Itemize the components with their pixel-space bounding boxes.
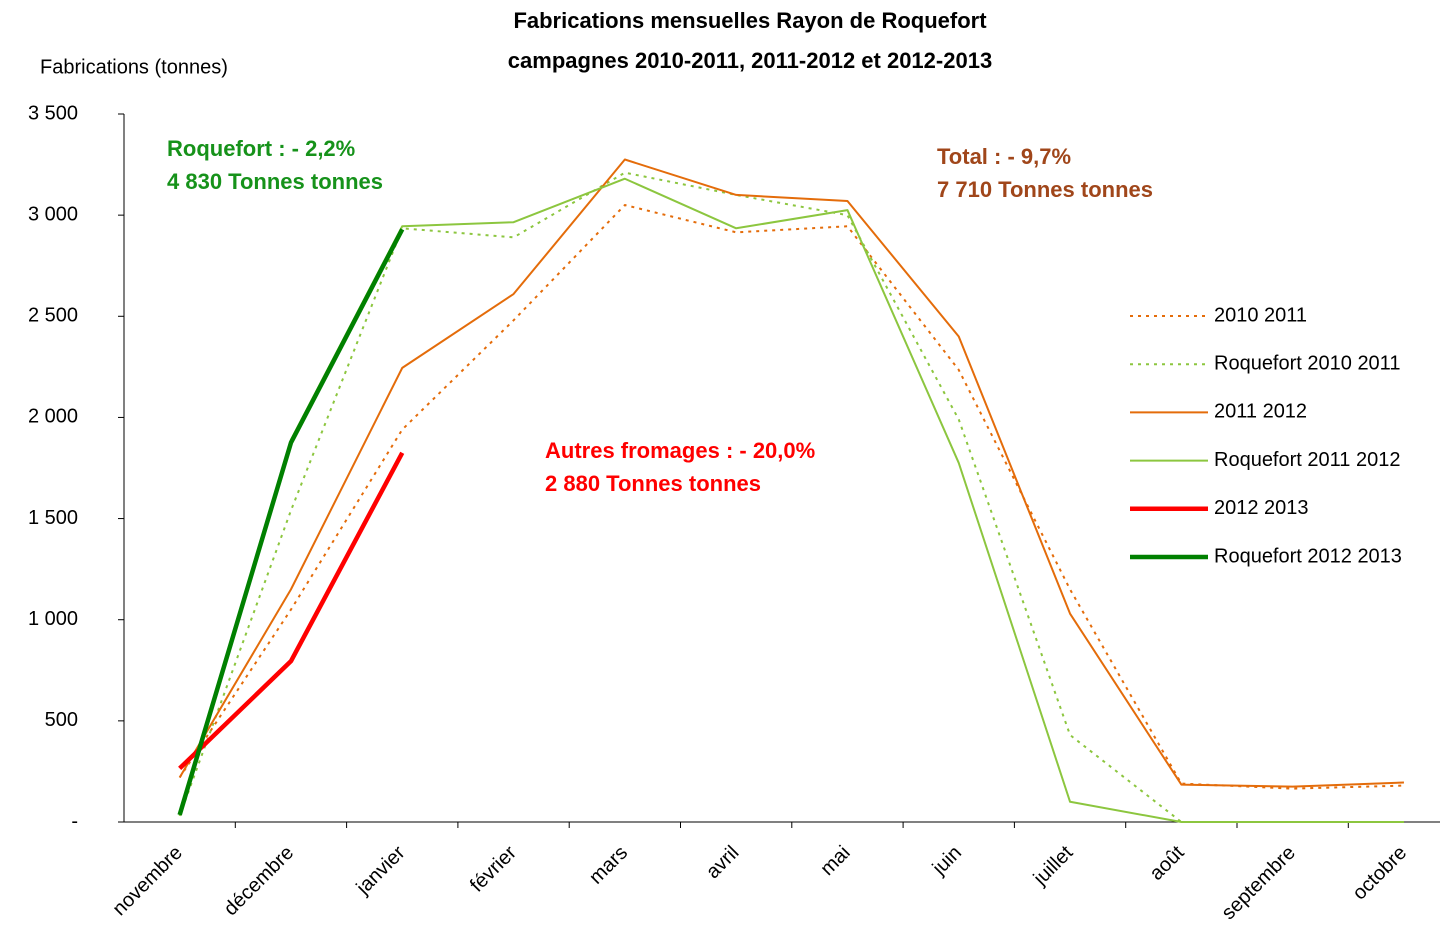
- legend-label: Roquefort 2010 2011: [1214, 352, 1400, 374]
- legend-label: Roquefort 2011 2012: [1214, 449, 1400, 471]
- annotation: 2 880 Tonnes tonnes: [545, 471, 761, 496]
- y-axis-label: Fabrications (tonnes): [40, 56, 228, 78]
- x-tick-label: août: [1146, 841, 1189, 884]
- x-tick-label: avril: [702, 842, 743, 883]
- x-tick-label: février: [466, 841, 521, 896]
- y-tick-label: 1 500: [28, 507, 78, 529]
- x-tick-label: mars: [585, 842, 632, 889]
- legend-label: 2010 2011: [1214, 304, 1307, 326]
- x-tick-label: novembre: [108, 842, 186, 920]
- y-tick-label: 2 000: [28, 406, 78, 428]
- legend-label: 2011 2012: [1214, 401, 1307, 423]
- line-series: [177, 228, 405, 816]
- y-tick-label: 3 000: [28, 203, 78, 225]
- y-tick-label: 500: [45, 709, 78, 731]
- y-tick-label: 2 500: [28, 305, 78, 327]
- y-tick-label: -: [71, 810, 78, 832]
- x-tick-label: juin: [928, 842, 966, 880]
- x-tick-label: janvier: [352, 841, 410, 899]
- legend-label: Roquefort 2012 2013: [1214, 545, 1402, 567]
- y-tick-label: 3 500: [28, 102, 78, 124]
- legend-label: 2012 2013: [1214, 497, 1309, 519]
- x-tick-label: juillet: [1029, 841, 1078, 890]
- y-tick-label: 1 000: [28, 608, 78, 630]
- annotation: Autres fromages : - 20,0%: [545, 438, 815, 463]
- x-tick-label: mai: [816, 842, 854, 880]
- line-series: [178, 451, 405, 771]
- annotation: Total : - 9,7%: [937, 144, 1071, 169]
- chart-title: campagnes 2010-2011, 2011-2012 et 2012-2…: [508, 48, 992, 73]
- line-series: [178, 171, 1404, 823]
- annotation: 4 830 Tonnes tonnes: [167, 169, 383, 194]
- annotation: 7 710 Tonnes tonnes: [937, 177, 1153, 202]
- chart-title: Fabrications mensuelles Rayon de Roquefo…: [513, 8, 987, 33]
- x-tick-label: octobre: [1348, 842, 1411, 905]
- line-series: [178, 158, 1404, 788]
- x-tick-label: décembre: [220, 842, 298, 920]
- annotation: Roquefort : - 2,2%: [167, 136, 355, 161]
- x-tick-label: septembre: [1218, 842, 1300, 924]
